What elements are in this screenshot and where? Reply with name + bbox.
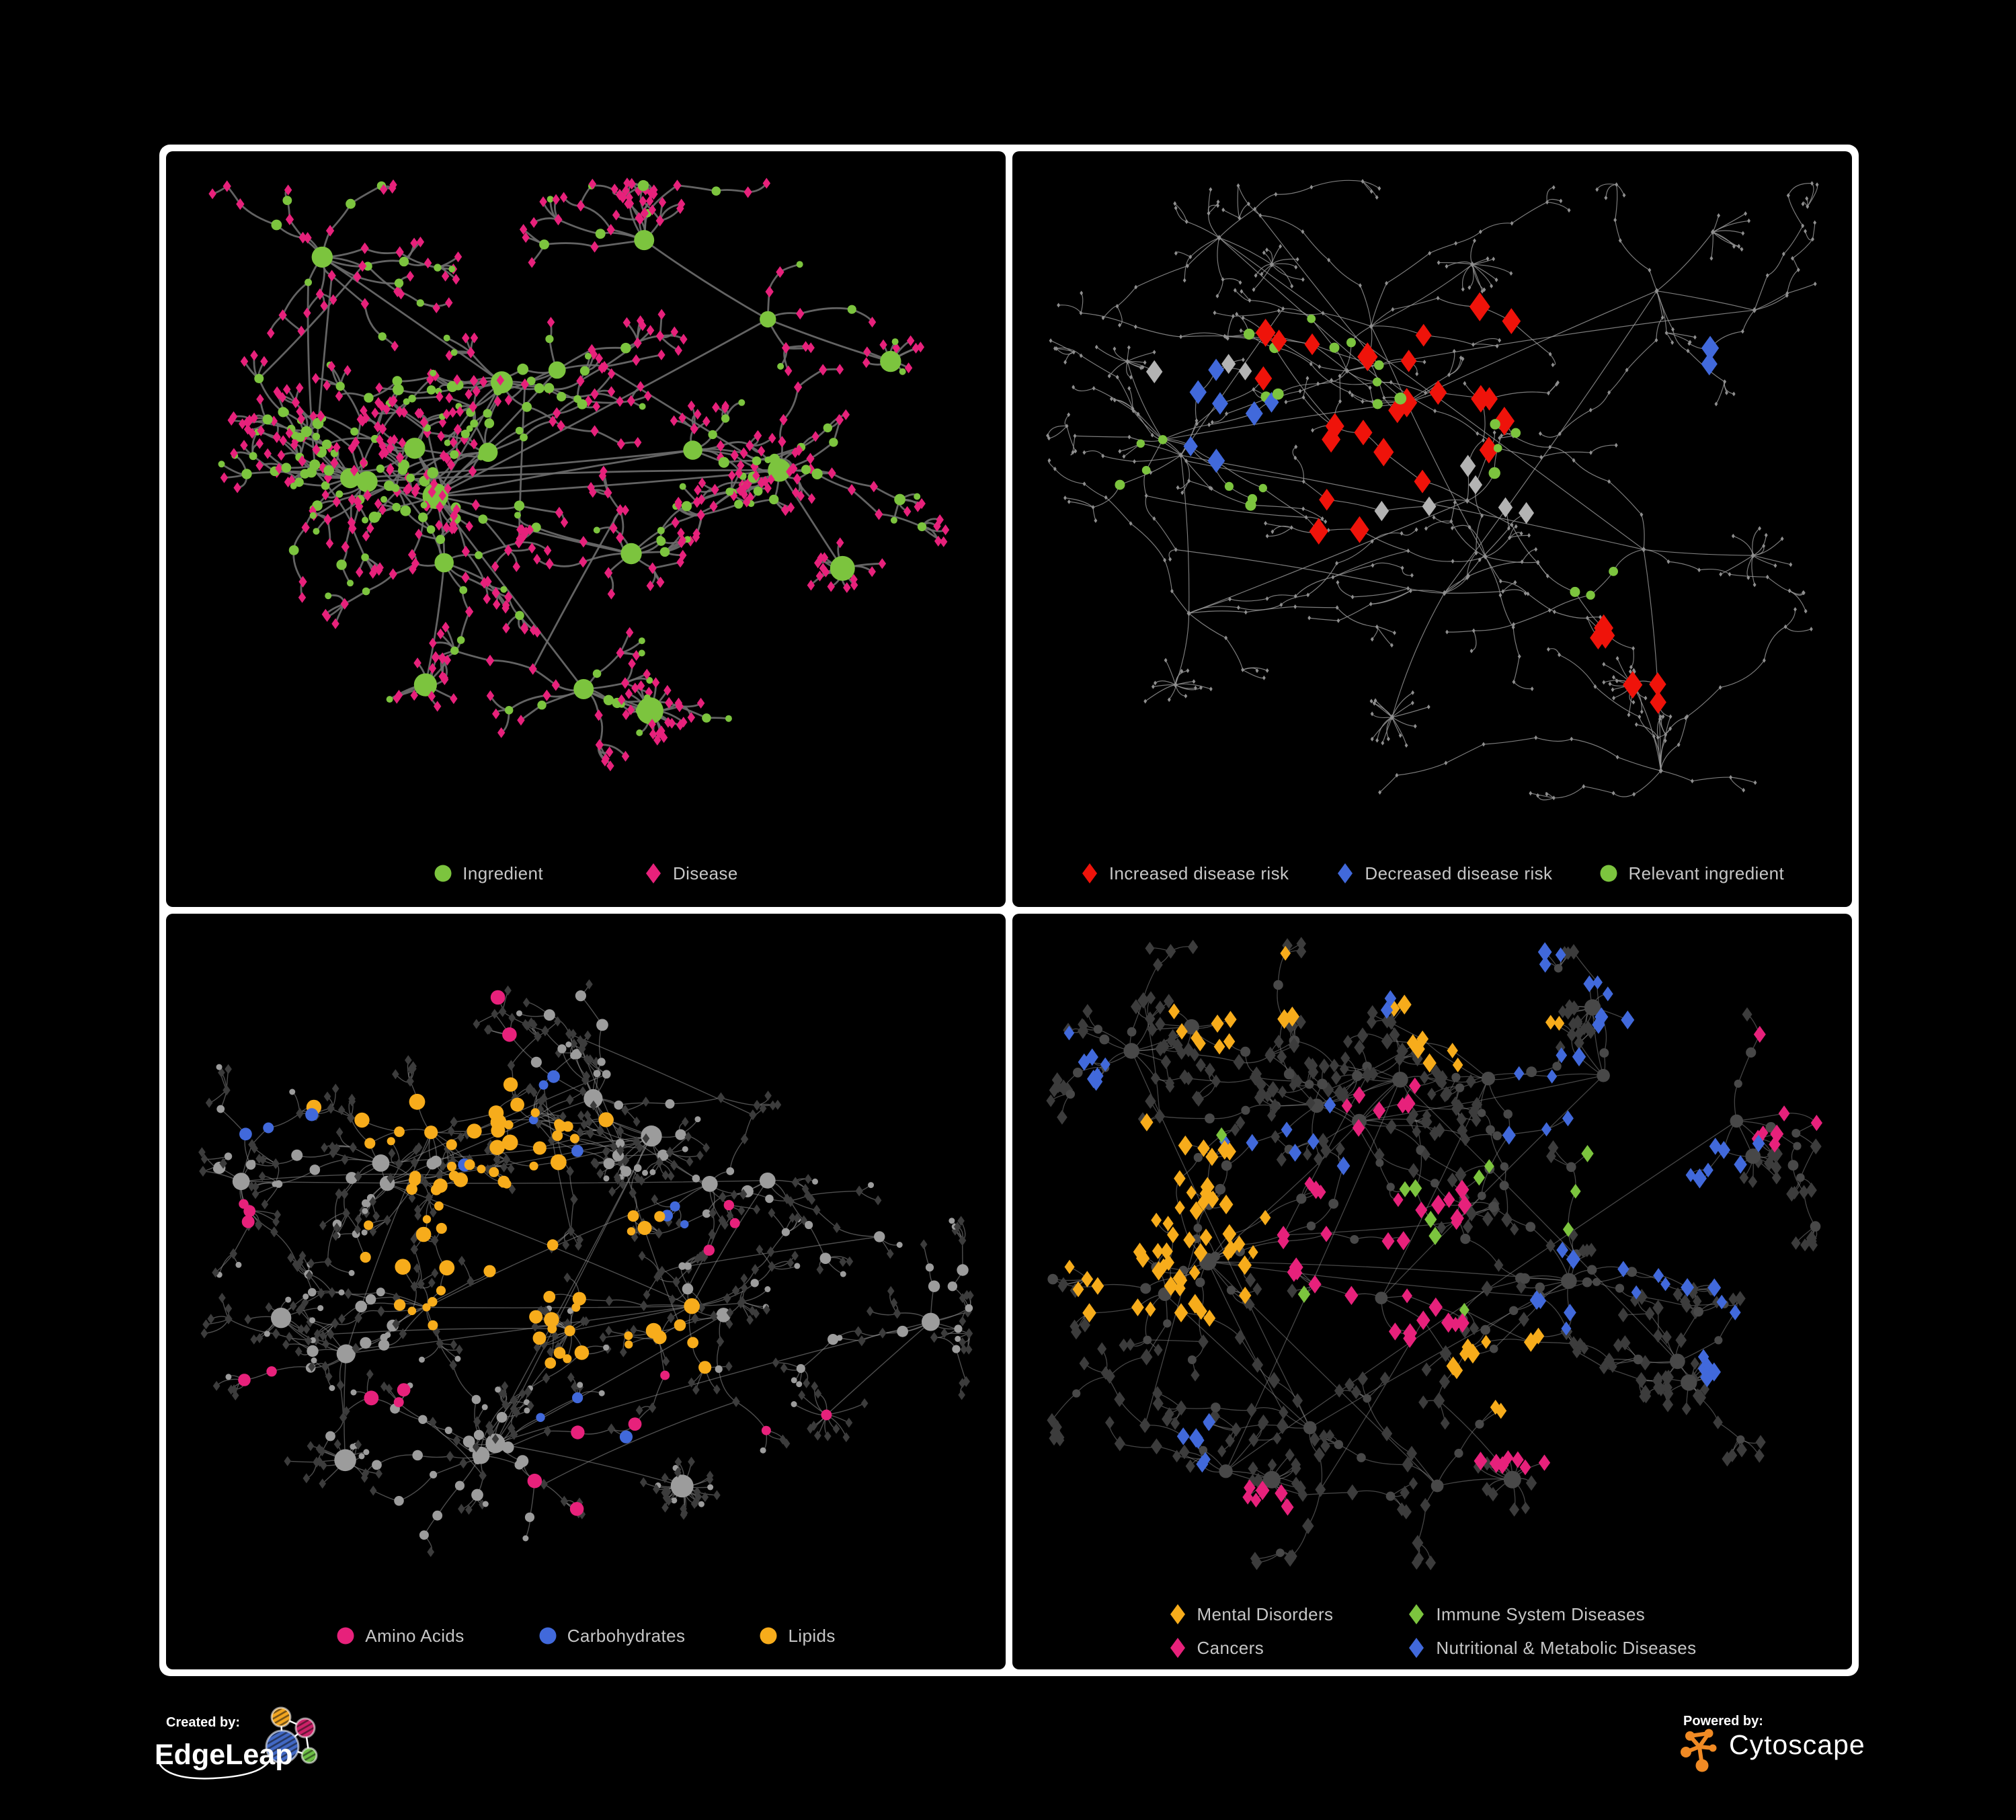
- disease-classes-network: [1046, 937, 1823, 1571]
- legend-item: Relevant ingredient: [1599, 863, 1784, 884]
- legend-item: Nutritional & Metabolic Diseases: [1407, 1637, 1696, 1659]
- edgeleap-swoosh: [157, 1749, 274, 1780]
- powered-by-label: Powered by:: [1683, 1714, 1763, 1729]
- legend-circle-swatch: [337, 1627, 354, 1645]
- legend-diamond-swatch: [1170, 1638, 1185, 1658]
- legend-circle-swatch: [760, 1627, 777, 1645]
- legend-circle-swatch: [539, 1627, 557, 1645]
- legend-diamond-swatch: [645, 863, 661, 883]
- legend-label: Immune System Diseases: [1436, 1604, 1646, 1624]
- legend-item: Lipids: [759, 1625, 835, 1647]
- cytoscape-wordmark: Cytoscape: [1729, 1729, 1865, 1760]
- disease-risk-legend: Increased disease risk Decreased disease …: [1012, 863, 1852, 884]
- legend-label: Lipids: [788, 1625, 836, 1646]
- legend-label: Decreased disease risk: [1365, 863, 1553, 883]
- legend-label: Amino Acids: [365, 1625, 465, 1646]
- legend-item: Increased disease risk: [1080, 863, 1289, 884]
- legend-item: Disease: [644, 863, 738, 884]
- created-by-label: Created by:: [166, 1715, 240, 1730]
- ingredient-classes-legend: Amino Acids Carbohydrates Lipids: [166, 1625, 1006, 1647]
- legend-diamond-swatch: [1409, 1638, 1424, 1658]
- legend-item: Carbohydrates: [538, 1625, 686, 1647]
- legend-label: Mental Disorders: [1197, 1604, 1334, 1624]
- ingredient-classes-network: [198, 979, 974, 1557]
- ingredient-disease-legend: Ingredient Disease: [166, 863, 1006, 884]
- edgeleap-wordmark: EdgeLeap: [155, 1739, 293, 1771]
- legend-diamond-swatch: [1338, 863, 1353, 883]
- panel-ingredient-disease: Ingredient Disease: [166, 151, 1006, 907]
- cytoscape-brand: Powered by: Cytoscape: [1681, 1714, 1865, 1772]
- legend-diamond-swatch: [1409, 1604, 1424, 1624]
- panel-grid: Ingredient Disease Increased disease risk…: [159, 145, 1859, 1676]
- legend-item: Mental Disorders: [1168, 1604, 1334, 1625]
- legend-label: Increased disease risk: [1108, 863, 1289, 883]
- legend-diamond-swatch: [1082, 863, 1097, 883]
- legend-item: Decreased disease risk: [1336, 863, 1552, 884]
- edgeleap-logo: [265, 1706, 318, 1764]
- legend-circle-swatch: [434, 865, 452, 882]
- panel-disease-risk: Increased disease risk Decreased disease …: [1012, 151, 1852, 907]
- legend-label: Relevant ingredient: [1628, 863, 1785, 883]
- legend-label: Carbohydrates: [567, 1625, 686, 1646]
- legend-item: Immune System Diseases: [1407, 1604, 1645, 1625]
- legend-label: Disease: [672, 863, 738, 883]
- legend-label: Nutritional & Metabolic Diseases: [1436, 1637, 1697, 1658]
- legend-item: Ingredient: [434, 863, 543, 884]
- legend-item: Cancers: [1168, 1637, 1264, 1659]
- panel-disease-classes: Mental Disorders Immune System Diseases Ca…: [1012, 914, 1852, 1669]
- legend-label: Cancers: [1197, 1637, 1264, 1658]
- legend-item: Amino Acids: [336, 1625, 464, 1647]
- disease-classes-legend: Mental Disorders Immune System Diseases Ca…: [1012, 1604, 1852, 1659]
- ingredient-disease-network: [208, 177, 950, 772]
- legend-circle-swatch: [1600, 865, 1617, 882]
- disease-risk-network: [1046, 179, 1819, 801]
- cytoscape-icon: [1681, 1729, 1717, 1772]
- legend-diamond-swatch: [1170, 1604, 1185, 1624]
- panel-ingredient-classes: Amino Acids Carbohydrates Lipids: [166, 914, 1006, 1669]
- legend-label: Ingredient: [462, 863, 543, 883]
- edgeleap-brand: Created by: EdgeLeap: [155, 1706, 318, 1780]
